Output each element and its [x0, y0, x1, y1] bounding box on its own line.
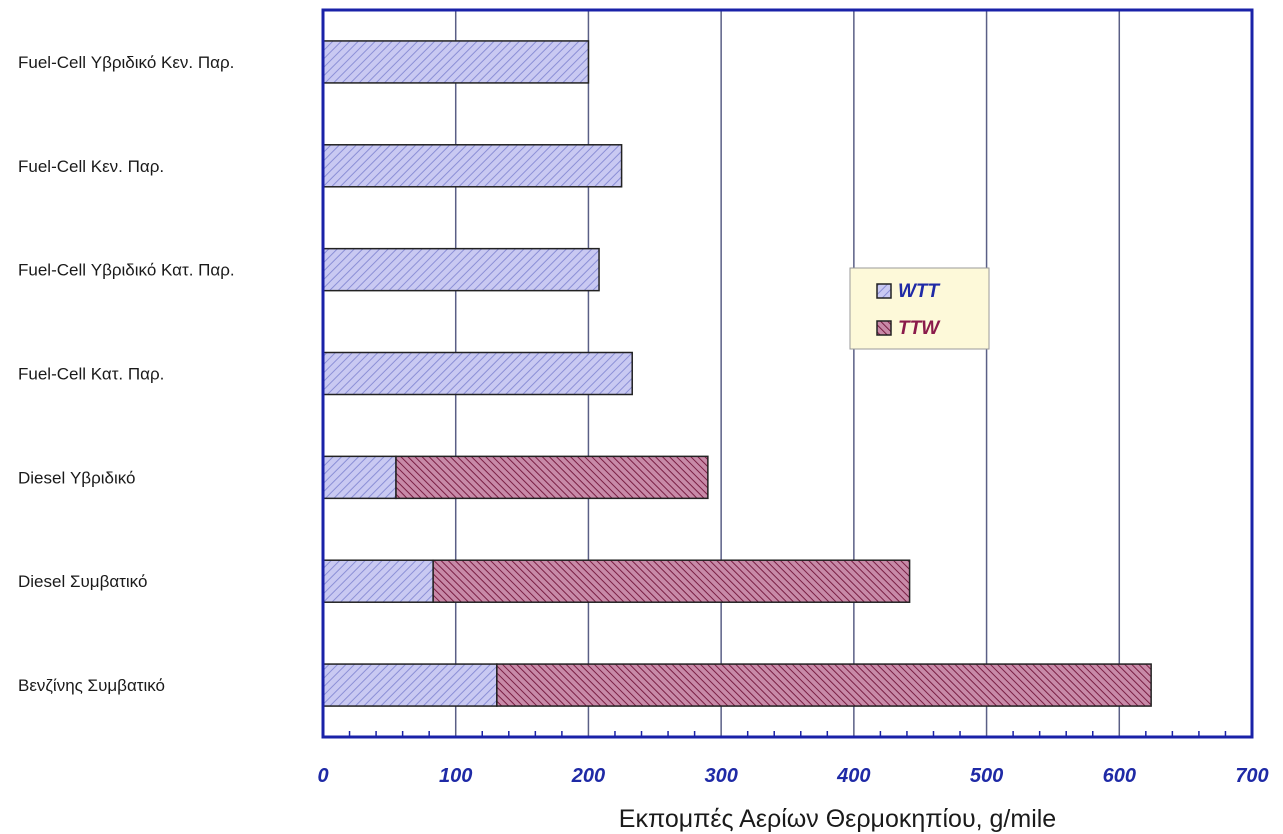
x-tick-label: 500	[970, 765, 1003, 787]
bar-wtt	[322, 247, 600, 292]
x-tick-labels: 0 100 200 300 400 500 600 700	[317, 765, 1268, 787]
category-label: Fuel-Cell Κατ. Παρ.	[18, 365, 164, 384]
category-label: Fuel-Cell Υβριδικό Κεν. Παρ.	[18, 53, 234, 72]
bar-ttw	[395, 455, 709, 500]
bar-wtt	[322, 559, 434, 603]
category-label: Fuel-Cell Κεν. Παρ.	[18, 157, 164, 176]
category-label: Diesel Συμβατικό	[18, 572, 147, 591]
plot-frame	[321, 8, 1254, 739]
bar-ttw	[432, 559, 911, 603]
legend-swatch-ttw	[876, 320, 892, 336]
category-label: Fuel-Cell Υβριδικό Κατ. Παρ.	[18, 261, 235, 280]
x-tick-label: 300	[704, 765, 737, 787]
x-tick-label: 400	[836, 765, 870, 787]
minor-ticks	[348, 731, 1227, 737]
x-tick-label: 100	[439, 765, 472, 787]
bar-wtt	[322, 40, 590, 84]
x-axis-title: Εκπομπές Αερίων Θερμοκηπίου, g/mile	[619, 805, 1056, 833]
x-tick-label: 700	[1235, 765, 1268, 787]
bar-wtt	[322, 351, 633, 396]
category-labels: Fuel-Cell Υβριδικό Κεν. Παρ. Fuel-Cell Κε…	[18, 53, 235, 695]
legend-swatch-wtt	[876, 283, 892, 299]
x-tick-label: 600	[1103, 765, 1136, 787]
bars	[322, 40, 1152, 707]
bar-wtt	[322, 455, 397, 500]
bar-ttw	[496, 663, 1152, 707]
legend-box	[849, 267, 990, 350]
x-tick-label: 200	[571, 765, 605, 787]
legend: WTT TTW	[849, 267, 990, 350]
legend-label-wtt: WTT	[898, 281, 941, 302]
category-label: Βενζίνης Συμβατικό	[18, 676, 165, 695]
legend-label-ttw: TTW	[898, 318, 941, 339]
gridlines	[454, 10, 1121, 737]
category-label: Diesel Υβριδικό	[18, 468, 136, 487]
bar-wtt	[322, 663, 498, 707]
bar-wtt	[322, 144, 623, 188]
x-tick-label: 0	[317, 765, 328, 787]
